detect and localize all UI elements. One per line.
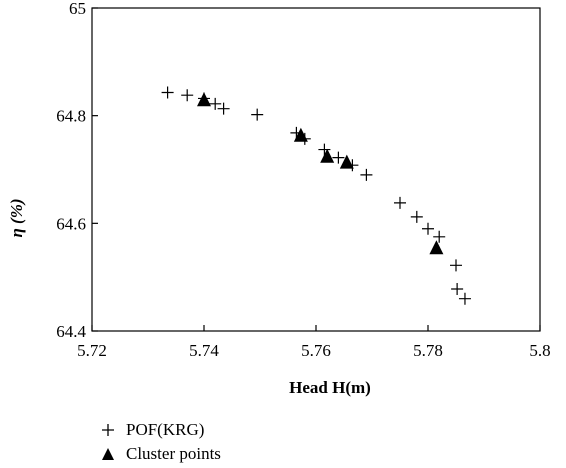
plot-area — [91, 7, 541, 332]
pof-point — [410, 210, 423, 223]
legend-item-pof: POF(KRG) — [96, 418, 221, 442]
pof-point — [251, 108, 264, 121]
cluster-point — [339, 154, 354, 169]
legend-item-cluster: Cluster points — [96, 442, 221, 466]
x-axis-title: Head H(m) — [289, 378, 371, 397]
pof-point — [458, 292, 471, 305]
cluster-point — [197, 92, 211, 107]
legend-label: POF(KRG) — [126, 420, 205, 439]
pof-point — [450, 259, 462, 272]
pof-point — [332, 151, 345, 164]
x-tick-label: 5.72 — [77, 341, 107, 360]
legend: POF(KRG) Cluster points — [96, 418, 221, 466]
cluster-point — [293, 127, 308, 142]
plot-frame — [91, 7, 541, 332]
pof-point — [209, 97, 222, 110]
x-tick-label: 5.8 — [529, 341, 550, 360]
legend-label: Cluster points — [126, 444, 221, 463]
data-marks — [161, 86, 471, 305]
triangle-marker-icon — [96, 447, 120, 461]
y-axis: 64.4 64.6 64.8 65 — [56, 0, 98, 341]
pof-point — [422, 222, 434, 235]
pof-point — [394, 196, 406, 209]
plus-marker-icon — [96, 423, 120, 437]
x-tick-label: 5.74 — [189, 341, 219, 360]
pof-point — [318, 143, 331, 156]
y-tick-label: 64.8 — [56, 107, 86, 126]
pof-point — [360, 168, 373, 181]
pof-point — [433, 230, 446, 243]
y-axis-title: η (%) — [7, 198, 26, 237]
pof-point — [451, 283, 464, 296]
pof-point — [161, 86, 174, 99]
pof-point — [217, 102, 230, 115]
x-tick-label: 5.78 — [413, 341, 443, 360]
x-tick-label: 5.76 — [301, 341, 331, 360]
cluster-point — [320, 148, 335, 163]
pof-point — [181, 89, 194, 102]
y-tick-label: 64.4 — [56, 322, 86, 341]
y-tick-label: 65 — [69, 0, 86, 18]
y-tick-label: 64.6 — [56, 214, 86, 233]
x-axis: 5.72 5.74 5.76 5.78 5.8 — [77, 325, 551, 360]
cluster-point — [429, 240, 444, 255]
